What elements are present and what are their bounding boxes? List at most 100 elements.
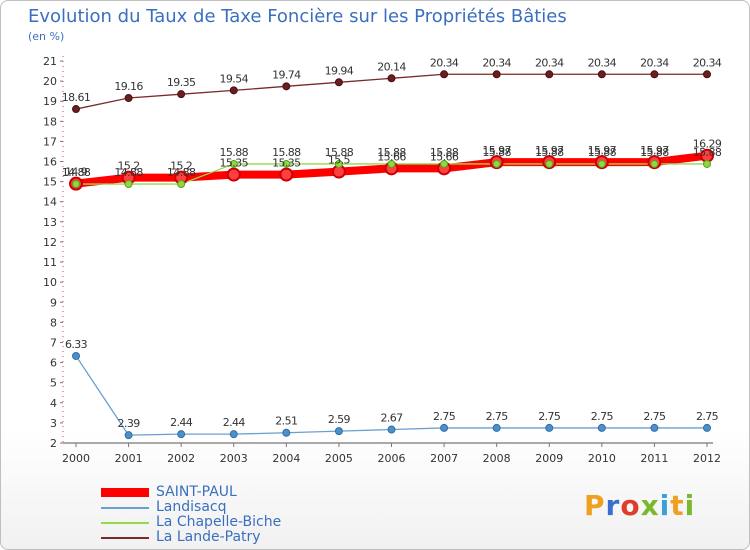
data-point-la-lande-patry [545,70,554,79]
y-tick-label: 8 [50,316,57,329]
legend-swatch-saint-paul [101,488,149,497]
data-point-la-chapelle-biche [282,159,291,168]
data-label-saint-paul: 15.66 [430,150,459,163]
data-label-landisacq: 2.44 [170,416,193,429]
data-point-landisacq [282,428,291,437]
x-tick-label: 2012 [693,452,721,465]
data-label-landisacq: 2.39 [118,417,141,430]
proxiti-logo: Proxiti [584,489,695,522]
data-point-landisacq [650,423,659,432]
data-point-landisacq [597,423,606,432]
data-label-saint-paul: 15.2 [118,160,140,173]
data-point-la-chapelle-biche [545,159,554,168]
y-tick-label: 2 [50,437,57,450]
data-label-saint-paul: 15.35 [272,157,301,170]
logo-letter: P [584,489,606,522]
data-label-la-lande-patry: 20.34 [430,56,459,69]
data-label-landisacq: 2.75 [591,410,614,423]
data-label-la-lande-patry: 20.14 [377,60,406,73]
data-label-saint-paul: 14.9 [65,166,88,179]
x-tick-label: 2003 [220,452,248,465]
data-label-landisacq: 2.75 [643,410,666,423]
x-tick-label: 2006 [378,452,406,465]
data-label-saint-paul: 15.97 [535,144,564,157]
legend-label: Landisacq [156,499,227,515]
data-label-landisacq: 2.51 [275,415,297,428]
data-point-la-chapelle-biche [124,180,133,189]
legend-label: La Chapelle-Biche [156,514,282,530]
data-point-la-lande-patry [334,78,343,87]
data-label-la-lande-patry: 20.34 [482,56,511,69]
y-tick-label: 12 [43,236,57,249]
y-tick-label: 6 [50,357,57,370]
data-label-saint-paul: 15.97 [588,144,617,157]
data-point-landisacq [124,431,133,440]
data-label-la-chapelle-biche: 15.88 [482,146,511,159]
data-label-saint-paul: 15.97 [482,144,511,157]
data-label-la-chapelle-biche: 15.88 [430,146,459,159]
data-point-la-lande-patry [440,70,449,79]
data-label-la-chapelle-biche: 15.88 [535,146,564,159]
data-point-saint-paul [279,167,294,182]
x-tick-label: 2011 [640,452,668,465]
data-label-la-chapelle-biche: 15.88 [220,146,249,159]
y-tick-label: 14 [43,196,57,209]
data-point-la-lande-patry [703,70,711,79]
data-label-saint-paul: 15.2 [170,160,192,173]
y-tick-label: 3 [50,417,57,430]
chart-legend: SAINT-PAUL Landisacq La Chapelle-Biche L… [101,485,281,545]
y-tick-label: 19 [43,95,57,108]
data-label-la-lande-patry: 20.34 [535,56,564,69]
data-label-la-chapelle-biche: 15.88 [272,146,301,159]
data-point-la-lande-patry [177,90,186,99]
data-point-la-chapelle-biche [334,159,343,168]
legend-label: La Lande-Patry [156,529,261,545]
data-point-landisacq [703,423,711,432]
y-tick-label: 17 [43,135,57,148]
y-tick-label: 10 [43,276,57,289]
data-point-landisacq [229,430,238,439]
data-label-la-lande-patry: 20.34 [693,56,722,69]
logo-letter: o [620,489,641,522]
data-label-landisacq: 2.75 [486,410,509,423]
data-label-la-chapelle-biche: 15.88 [588,146,617,159]
legend-label: SAINT-PAUL [156,484,237,500]
logo-letter: r [605,489,621,522]
data-point-la-lande-patry [124,93,133,102]
y-tick-label: 16 [43,156,57,169]
x-tick-label: 2007 [430,452,458,465]
x-tick-label: 2002 [167,452,195,465]
data-label-la-chapelle-biche: 14.88 [114,166,143,179]
y-tick-label: 15 [43,176,57,189]
legend-item-saint-paul: SAINT-PAUL [101,485,281,500]
data-label-saint-paul: 15.66 [377,150,406,163]
chart-subtitle: (en %) [28,30,65,43]
data-label-landisacq: 2.44 [223,416,246,429]
y-tick-label: 9 [50,296,57,309]
y-tick-label: 11 [43,256,57,269]
data-point-la-chapelle-biche [440,159,449,168]
data-point-la-chapelle-biche [492,159,501,168]
data-point-la-chapelle-biche [229,159,238,168]
logo-letter: i [659,489,671,522]
data-label-landisacq: 2.59 [328,413,351,426]
data-label-landisacq: 2.75 [696,410,719,423]
data-label-la-chapelle-biche: 15.88 [377,146,406,159]
x-tick-label: 2010 [588,452,616,465]
data-point-la-chapelle-biche [387,159,396,168]
data-label-la-lande-patry: 18.61 [62,91,91,104]
data-label-landisacq: 2.75 [433,410,456,423]
data-label-la-lande-patry: 19.74 [272,68,301,81]
data-label-saint-paul: 16.29 [693,138,722,151]
x-tick-label: 2005 [325,452,353,465]
legend-item-landisacq: Landisacq [101,500,281,515]
data-point-la-lande-patry [229,86,238,95]
y-tick-label: 13 [43,216,57,229]
data-point-landisacq [440,423,449,432]
y-tick-label: 5 [50,377,57,390]
y-tick-label: 4 [50,397,57,410]
data-point-la-lande-patry [650,70,659,79]
y-tick-label: 20 [43,75,57,88]
data-label-la-chapelle-biche: 15.88 [325,146,354,159]
